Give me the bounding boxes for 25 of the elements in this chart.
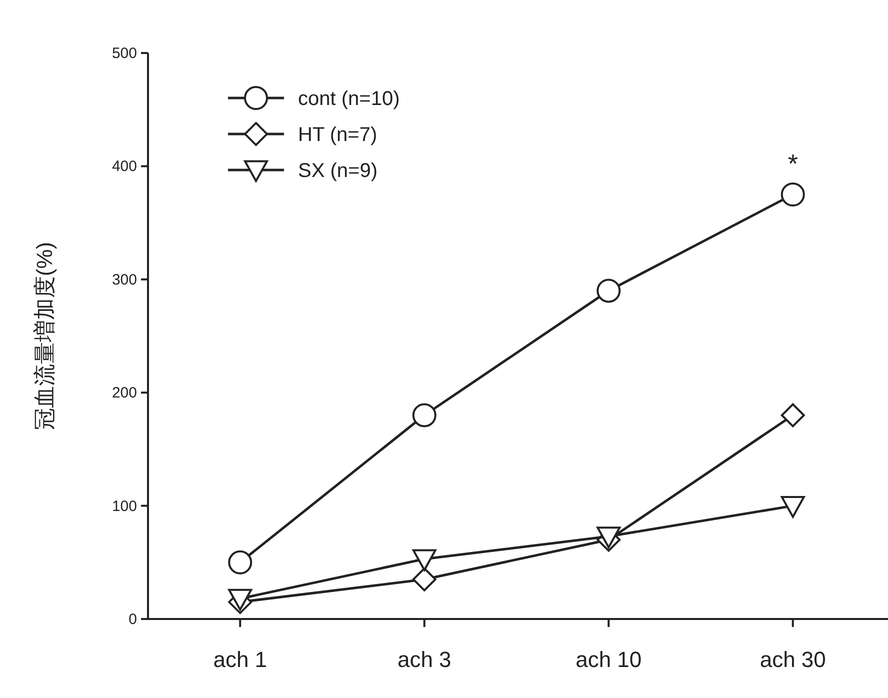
point [780, 496, 805, 518]
legend-label: SX (n=9) [298, 160, 378, 182]
x-tick-label: ach 1 [213, 647, 268, 672]
point [412, 549, 436, 572]
point [228, 588, 252, 611]
y-tick-label: 0 [128, 611, 137, 628]
point [780, 403, 805, 428]
x-tick-label: ach 10 [576, 647, 642, 672]
x-tick-label: ach 3 [397, 647, 452, 672]
x-tick-label: ach 30 [760, 647, 826, 672]
point [228, 550, 252, 574]
y-tick-label: 500 [112, 45, 137, 62]
point [780, 182, 805, 206]
annotation: * [788, 148, 798, 178]
point [596, 526, 621, 548]
legend-label: cont (n=10) [298, 88, 400, 110]
y-tick-label: 200 [112, 384, 137, 402]
point [596, 278, 621, 303]
point [412, 403, 436, 428]
y-tick-label: 300 [112, 271, 137, 288]
y-axis-title: 冠血流量増加度(%) [32, 242, 57, 430]
legend-label: HT (n=7) [298, 124, 378, 146]
y-tick-label: 400 [112, 158, 137, 176]
y-tick-label: 100 [112, 498, 137, 515]
point [412, 567, 436, 592]
